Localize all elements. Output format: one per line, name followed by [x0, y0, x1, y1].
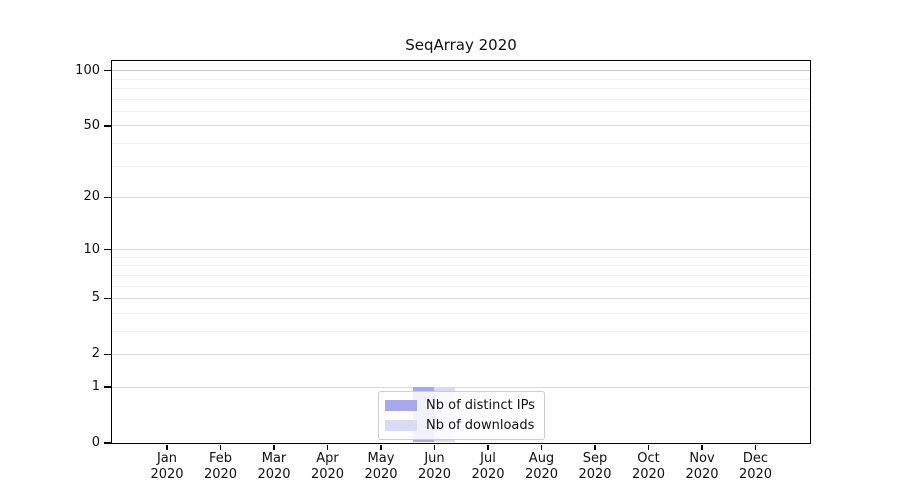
- x-tick: [754, 444, 757, 450]
- gridline-minor: [111, 312, 810, 314]
- x-tick: [219, 444, 222, 450]
- x-tick-month: Jan: [156, 451, 178, 466]
- x-tick-label: Sep 2020: [555, 451, 635, 483]
- y-tick-label: 2: [91, 346, 100, 362]
- x-tick: [326, 444, 329, 450]
- x-tick-year: 2020: [471, 467, 505, 482]
- x-tick-year: 2020: [310, 467, 345, 482]
- x-tick-label: Jul 2020: [448, 451, 528, 483]
- x-tick-label: Mar 2020: [234, 451, 314, 483]
- gridline-major: [111, 297, 810, 299]
- x-tick-label: Aug 2020: [502, 451, 582, 483]
- y-tick: [104, 125, 111, 127]
- legend-label-downloads: Nb of downloads: [426, 417, 535, 433]
- gridline-minor: [111, 165, 810, 167]
- gridline-minor: [111, 285, 810, 287]
- gridline-major: [111, 386, 810, 388]
- x-tick: [433, 444, 436, 450]
- legend-item-distinct-ips: Nb of distinct IPs: [385, 397, 535, 413]
- x-tick-month: May: [367, 451, 395, 466]
- gridline-major: [111, 125, 810, 127]
- y-tick: [104, 353, 111, 356]
- legend-label-distinct-ips: Nb of distinct IPs: [426, 397, 535, 413]
- x-tick-year: 2020: [203, 467, 238, 482]
- x-tick-label: Oct 2020: [609, 451, 689, 483]
- x-tick-year: 2020: [631, 467, 666, 482]
- y-tick: [104, 386, 111, 388]
- legend-item-downloads: Nb of downloads: [385, 417, 535, 433]
- x-tick: [166, 444, 168, 450]
- gridline-major: [111, 70, 810, 72]
- x-tick-month: Sep: [582, 451, 608, 466]
- x-tick-label: Jun 2020: [395, 451, 475, 483]
- x-tick-label: Jan 2020: [127, 451, 207, 483]
- x-tick-year: 2020: [578, 467, 612, 482]
- y-tick-label: 50: [83, 117, 100, 133]
- y-tick: [104, 196, 111, 199]
- y-tick-label: 20: [83, 189, 100, 205]
- x-tick-month: Mar: [261, 451, 287, 466]
- y-tick: [104, 70, 111, 72]
- x-tick: [647, 444, 650, 450]
- x-tick: [380, 444, 382, 450]
- legend: Nb of distinct IPs Nb of downloads: [378, 391, 545, 440]
- gridline-minor: [111, 98, 810, 100]
- x-tick-label: May 2020: [341, 451, 421, 483]
- x-tick-month: Dec: [742, 451, 769, 466]
- y-tick-label: 10: [83, 241, 100, 257]
- x-tick-month: Nov: [689, 451, 715, 466]
- gridline-minor: [111, 110, 810, 112]
- x-tick-year: 2020: [417, 467, 452, 482]
- y-tick-label: 0: [91, 435, 100, 450]
- gridline-major: [111, 249, 810, 251]
- x-tick-month: Apr: [316, 451, 339, 466]
- gridline-minor: [111, 142, 810, 144]
- x-tick-label: Nov 2020: [662, 451, 742, 483]
- x-tick: [540, 444, 543, 450]
- gridline-minor: [111, 88, 810, 90]
- x-tick-month: Jun: [424, 451, 445, 466]
- gridline-major: [111, 353, 810, 355]
- y-tick: [104, 248, 111, 251]
- x-tick-month: Feb: [208, 451, 233, 466]
- x-tick-label: Feb 2020: [181, 451, 261, 483]
- y-tick-label: 5: [91, 290, 100, 306]
- x-tick-year: 2020: [257, 467, 291, 482]
- gridline-minor: [111, 256, 810, 258]
- x-tick: [273, 444, 275, 450]
- x-tick-month: Jul: [480, 451, 496, 466]
- y-tick: [104, 297, 111, 300]
- x-tick: [594, 444, 596, 450]
- x-tick-month: Aug: [528, 451, 555, 466]
- y-tick: [104, 442, 111, 444]
- y-tick-label: 100: [75, 62, 100, 78]
- gridline-minor: [111, 265, 810, 267]
- chart-title: SeqArray 2020: [405, 36, 517, 54]
- gridline-major: [111, 196, 810, 198]
- x-tick-label: Apr 2020: [288, 451, 368, 483]
- x-tick-year: 2020: [364, 467, 398, 482]
- x-tick-year: 2020: [150, 467, 184, 482]
- gridline-minor: [111, 78, 810, 80]
- x-tick-label: Dec 2020: [716, 451, 796, 483]
- plot-area: [110, 59, 811, 444]
- x-tick: [487, 444, 489, 450]
- legend-swatch-downloads: [385, 419, 417, 431]
- bars: [112, 61, 810, 443]
- gridline-minor: [111, 330, 810, 332]
- legend-swatch-distinct-ips: [385, 399, 417, 411]
- x-tick-year: 2020: [738, 467, 773, 482]
- gridlines: [111, 61, 810, 443]
- gridline-minor: [111, 274, 810, 276]
- y-tick-label: 1: [91, 379, 100, 395]
- x-tick: [701, 444, 703, 450]
- x-tick-month: Oct: [637, 451, 660, 466]
- x-tick-year: 2020: [524, 467, 559, 482]
- x-tick-year: 2020: [685, 467, 719, 482]
